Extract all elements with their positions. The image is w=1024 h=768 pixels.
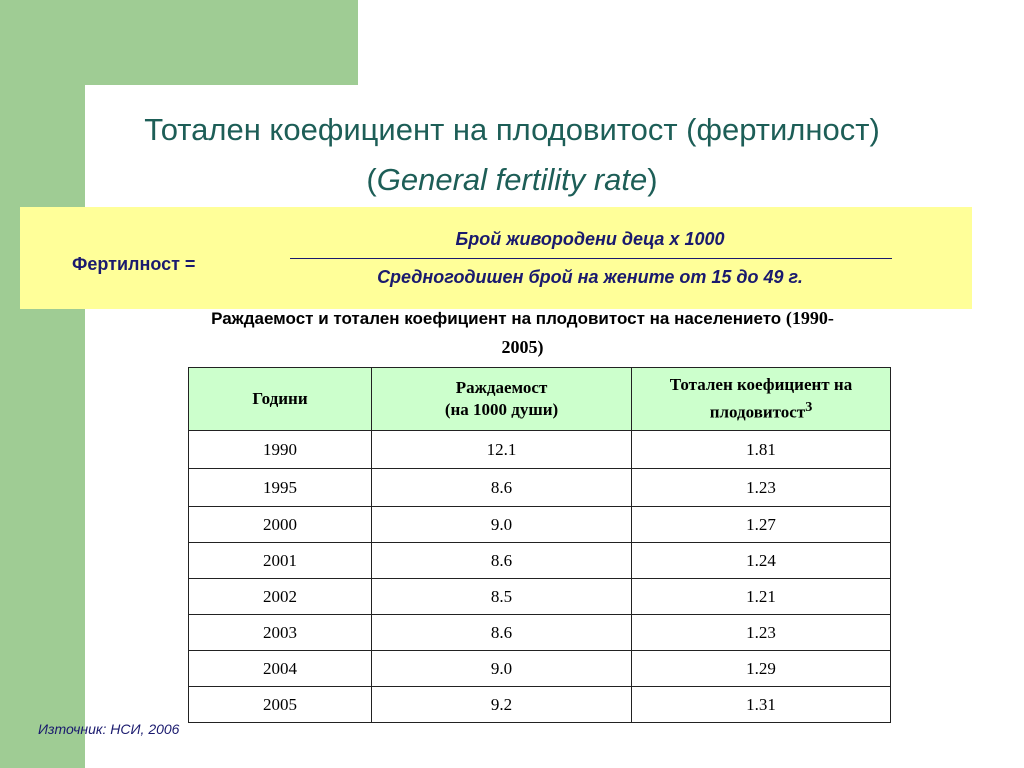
- formula-numerator: Брой живородени деца х 1000: [455, 229, 725, 249]
- cell-year: 2004: [188, 650, 372, 687]
- cell-birth-rate: 8.5: [371, 578, 632, 615]
- title-english-term: General fertility rate: [376, 162, 648, 197]
- fertility-table: Години Раждаемост (на 1000 души) Тотален…: [188, 367, 891, 723]
- header-tfr-line1: Тотален коефициент на: [669, 375, 853, 395]
- cell-birth-rate: 8.6: [371, 614, 632, 651]
- table-row: 2002 8.5 1.21: [188, 578, 891, 615]
- cell-year: 1995: [188, 468, 372, 507]
- header-tfr-footnote-mark: 3: [805, 399, 813, 416]
- cell-birth-rate: 9.0: [371, 650, 632, 687]
- decorative-top-bar: [85, 0, 358, 85]
- cell-tfr: 1.31: [631, 686, 891, 723]
- table-caption: Раждаемост и тотален коефициент на плодо…: [100, 304, 945, 362]
- table-row: 2001 8.6 1.24: [188, 542, 891, 579]
- table-row: 2003 8.6 1.23: [188, 614, 891, 651]
- cell-year: 2000: [188, 506, 372, 543]
- decorative-sidebar-bar: [0, 0, 85, 768]
- header-birth-rate-line2: (на 1000 души): [444, 400, 559, 419]
- cell-tfr: 1.21: [631, 578, 891, 615]
- cell-tfr: 1.24: [631, 542, 891, 579]
- title-paren-close: ): [647, 162, 658, 197]
- formula-label: Фертилност =: [72, 254, 196, 274]
- header-birth-rate-line1: Раждаемост: [455, 378, 548, 397]
- cell-birth-rate: 8.6: [371, 542, 632, 579]
- caption-text: Раждаемост и тотален коефициент на плодо…: [211, 309, 786, 328]
- formula-box: Фертилност = Брой живородени деца х 1000…: [20, 207, 972, 309]
- table-header-row: Години Раждаемост (на 1000 души) Тотален…: [188, 367, 891, 431]
- cell-birth-rate: 9.2: [371, 686, 632, 723]
- table-row: 1995 8.6 1.23: [188, 468, 891, 507]
- header-years: Години: [188, 367, 372, 431]
- cell-birth-rate: 9.0: [371, 506, 632, 543]
- cell-year: 1990: [188, 430, 372, 469]
- cell-tfr: 1.29: [631, 650, 891, 687]
- cell-birth-rate: 8.6: [371, 468, 632, 507]
- cell-tfr: 1.81: [631, 430, 891, 469]
- title-paren-open: (: [366, 162, 377, 197]
- table-row: 2000 9.0 1.27: [188, 506, 891, 543]
- header-tfr-line2: плодовитост: [709, 402, 806, 422]
- table-row: 2004 9.0 1.29: [188, 650, 891, 687]
- caption-period-end: 2005): [501, 337, 544, 357]
- cell-tfr: 1.27: [631, 506, 891, 543]
- header-birth-rate: Раждаемост (на 1000 души): [371, 367, 632, 431]
- header-tfr: Тотален коефициент на плодовитост3: [631, 367, 891, 431]
- slide-title: Тотален коефициент на плодовитост (ферти…: [0, 105, 1024, 205]
- table-row: 1990 12.1 1.81: [188, 430, 891, 469]
- title-line-1: Тотален коефициент на плодовитост (ферти…: [144, 112, 880, 147]
- cell-tfr: 1.23: [631, 614, 891, 651]
- source-note: Източник: НСИ, 2006: [38, 721, 180, 737]
- caption-period-start: (1990-: [785, 308, 834, 328]
- cell-birth-rate: 12.1: [371, 430, 632, 469]
- cell-year: 2003: [188, 614, 372, 651]
- cell-year: 2005: [188, 686, 372, 723]
- table-row: 2005 9.2 1.31: [188, 686, 891, 723]
- formula-denominator: Средногодишен брой на жените от 15 до 49…: [377, 267, 803, 287]
- cell-tfr: 1.23: [631, 468, 891, 507]
- cell-year: 2001: [188, 542, 372, 579]
- cell-year: 2002: [188, 578, 372, 615]
- fraction-line: [290, 258, 892, 259]
- title-line-2: (General fertility rate): [0, 155, 1024, 205]
